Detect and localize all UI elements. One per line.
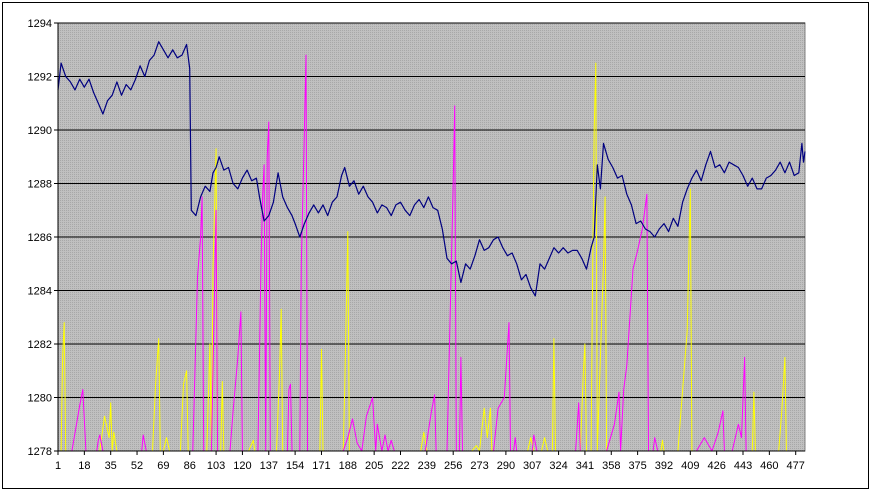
x-tick-label: 375 <box>628 460 646 472</box>
x-tick-label: 443 <box>734 460 752 472</box>
x-tick-label: 324 <box>549 460 567 472</box>
x-tick-label: 307 <box>523 460 541 472</box>
y-tick-label: 1290 <box>28 125 52 137</box>
x-tick-label: 477 <box>787 460 805 472</box>
x-tick-label: 205 <box>365 460 383 472</box>
x-axis: 1 18 35 52 69 86 103 120 137 154 171 188 205 222 239 25… <box>55 450 805 472</box>
y-tick-label: 1282 <box>28 339 52 351</box>
magenta-series-line <box>58 54 805 452</box>
x-tick-label: 86 <box>184 460 196 472</box>
y-tick-label: 1292 <box>28 72 52 84</box>
x-tick-label: 392 <box>655 460 673 472</box>
x-tick-label: 35 <box>105 460 117 472</box>
x-tick-label: 188 <box>339 460 357 472</box>
y-tick-label: 1284 <box>28 286 52 298</box>
x-tick-label: 409 <box>681 460 699 472</box>
x-tick-label: 120 <box>233 460 251 472</box>
x-tick-label: 137 <box>260 460 278 472</box>
x-tick-label: 341 <box>576 460 594 472</box>
x-tick-label: 52 <box>131 460 143 472</box>
x-tick-label: 358 <box>602 460 620 472</box>
x-tick-label: 1 <box>55 460 61 472</box>
x-tick-label: 69 <box>157 460 169 472</box>
x-tick-label: 222 <box>391 460 409 472</box>
y-tick-label: 1280 <box>28 393 52 405</box>
y-axis: 1278 1280 1282 1284 1286 1288 1290 1292 1294 <box>28 18 59 458</box>
y-tick-label: 1288 <box>28 179 52 191</box>
y-tick-label: 1286 <box>28 232 52 244</box>
x-tick-label: 256 <box>444 460 462 472</box>
price-series-line <box>57 41 806 297</box>
x-tick-label: 290 <box>497 460 515 472</box>
x-tick-label: 103 <box>207 460 225 472</box>
x-tick-label: 18 <box>78 460 90 472</box>
x-tick-label: 171 <box>312 460 330 472</box>
y-tick-label: 1294 <box>28 18 52 30</box>
x-tick-label: 273 <box>470 460 488 472</box>
x-tick-label: 460 <box>760 460 778 472</box>
y-tick-label: 1278 <box>28 446 52 458</box>
x-tick-label: 426 <box>707 460 725 472</box>
x-tick-label: 239 <box>418 460 436 472</box>
x-tick-label: 154 <box>286 460 304 472</box>
